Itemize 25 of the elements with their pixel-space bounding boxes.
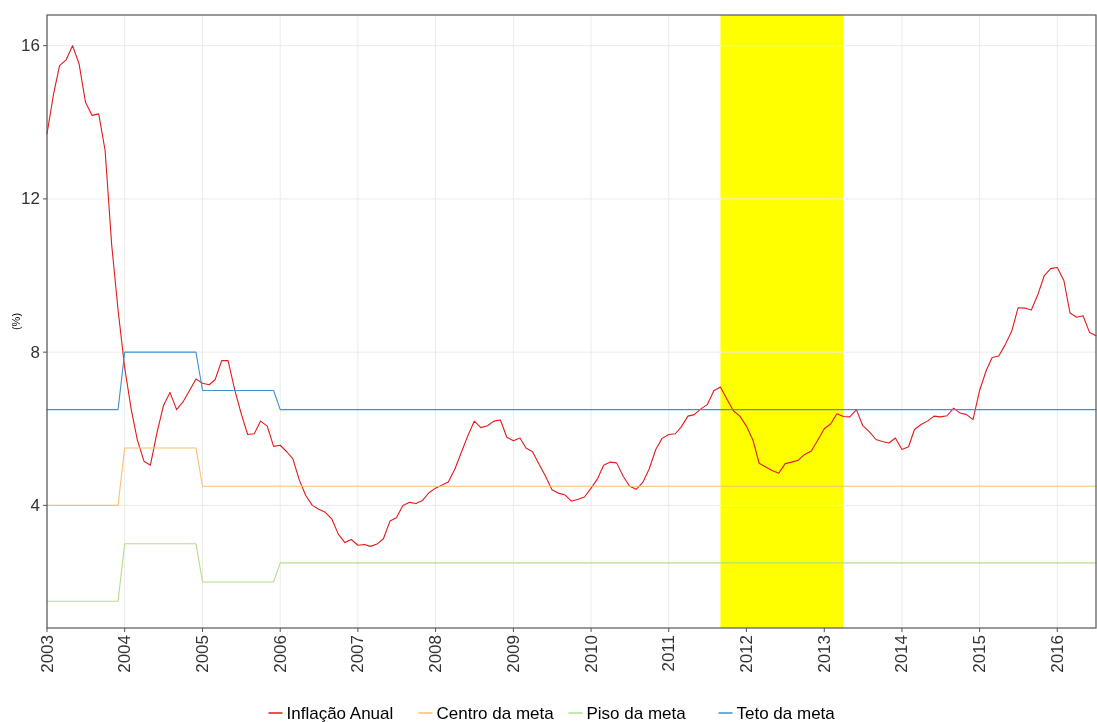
legend-label: Piso da meta [586,703,687,722]
line-series [46,45,1097,547]
y-tick-label: 8 [30,342,40,362]
legend-label: Inflação Anual [286,703,394,722]
y-tick-label: 12 [21,189,40,209]
x-tick-label: 2011 [659,635,679,672]
x-tick-label: 2008 [426,635,446,673]
x-tick-label: 2009 [503,635,523,673]
x-tick-label: 2005 [193,635,213,673]
legend-label: Centro da meta [436,703,555,722]
y-tick-label: 16 [21,36,40,56]
x-tick-label: 2007 [348,635,368,673]
x-tick-label: 2010 [581,635,601,673]
x-tick-label: 2015 [970,635,990,673]
y-tick-label: 4 [30,495,40,515]
y-axis-title: (%) [10,312,22,331]
x-tick-label: 2013 [814,635,834,673]
x-tick-label: 2006 [270,635,290,673]
x-tick-label: 2016 [1047,635,1067,673]
x-tick-label: 2003 [37,635,57,673]
x-tick-label: 2014 [892,635,912,673]
x-tick-label: 2012 [736,635,756,673]
legend-label: Teto da meta [736,703,836,722]
line-series [46,543,1097,602]
x-tick-label: 2004 [115,635,135,673]
